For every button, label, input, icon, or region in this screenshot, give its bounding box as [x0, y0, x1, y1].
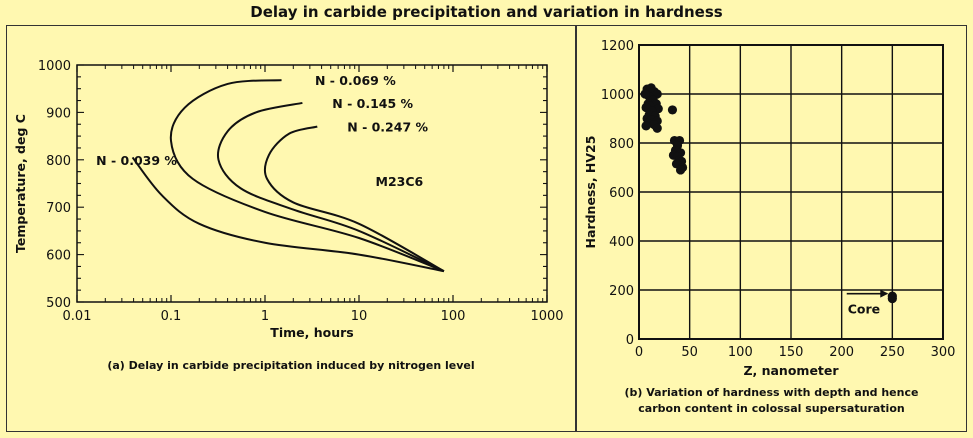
curve-label-4: N - 0.247 % [347, 120, 428, 135]
x-tick-label: 0 [635, 345, 643, 360]
chart-a: 0.01 0.1 1 10 100 1000 500 600 700 800 900 1000 Time… [13, 59, 564, 340]
x-tick-label: 300 [931, 345, 956, 360]
x-tick-label: 100 [441, 309, 466, 324]
y-tick-label: 0 [626, 333, 634, 348]
y-tick-label: 900 [46, 106, 71, 121]
plot-frame-b [638, 44, 944, 340]
y-tick-label: 400 [609, 235, 634, 250]
figure-title: Delay in carbide precipitation and varia… [250, 3, 723, 21]
y-tick-label: 200 [609, 284, 634, 299]
y-tick-label: 600 [46, 249, 71, 264]
x-tick-label: 200 [829, 345, 854, 360]
data-point [652, 123, 662, 133]
data-point [641, 121, 651, 131]
x-tick-label: 0.01 [63, 309, 92, 324]
panel-a: 0.01 0.1 1 10 100 1000 500 600 700 800 900 1000 Time… [6, 25, 576, 432]
y-tick-label: 700 [46, 201, 71, 216]
x-tick-label: 150 [779, 345, 804, 360]
data-point [887, 293, 897, 304]
x-axis-label: Z, nanometer [743, 363, 839, 378]
chart-b: 0 50 100 150 200 250 300 0 200 400 600 800 1000 1200 Z… [583, 39, 956, 378]
curve-label-2: N - 0.069 % [315, 73, 396, 88]
x-tick-label: 50 [681, 345, 698, 360]
panel-b: 0 50 100 150 200 250 300 0 200 400 600 800 1000 1200 Z… [576, 25, 967, 432]
x-tick-label: 1000 [530, 309, 563, 324]
y-tick-label: 800 [46, 154, 71, 169]
y-tick-label: 1000 [38, 59, 71, 74]
x-axis-label: Time, hours [270, 325, 353, 340]
region-label: M23C6 [376, 174, 424, 189]
core-arrow-head [880, 289, 889, 298]
caption-b: (b) Variation of hardness with depth and… [577, 385, 966, 417]
x-tick-label: 100 [728, 345, 753, 360]
curve-4 [263, 125, 445, 273]
plot-frame-a [76, 64, 548, 303]
data-point [667, 105, 678, 115]
y-tick-label: 1000 [601, 88, 634, 103]
y-axis-label: Hardness, HV25 [583, 136, 598, 249]
caption-a: (a) Delay in carbide precipitation induc… [107, 359, 475, 372]
curve-1 [131, 156, 445, 273]
curve-label-3: N - 0.145 % [332, 96, 413, 111]
y-tick-label: 1200 [601, 39, 634, 54]
y-tick-label: 600 [609, 186, 634, 201]
x-tick-label: 0.1 [161, 309, 182, 324]
y-tick-label: 500 [46, 296, 71, 311]
data-point [675, 165, 686, 175]
y-axis-label: Temperature, deg C [13, 114, 28, 253]
caption-b-line-1: (b) Variation of hardness with depth and… [624, 386, 919, 399]
x-tick-label: 250 [880, 345, 905, 360]
x-tick-label: 10 [351, 309, 368, 324]
core-label: Core [848, 301, 880, 316]
data-point [640, 89, 650, 99]
x-tick-label: 1 [261, 309, 269, 324]
curve-label-1: N - 0.039 % [96, 153, 177, 168]
y-tick-label: 800 [609, 137, 634, 152]
curve-2 [169, 79, 445, 273]
caption-b-line-2: carbon content in colossal supersaturati… [638, 402, 905, 415]
curve-3 [216, 101, 445, 273]
